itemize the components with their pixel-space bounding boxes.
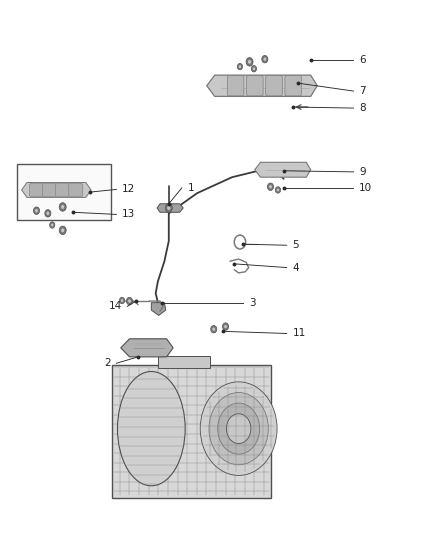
FancyBboxPatch shape (56, 183, 70, 196)
Circle shape (276, 187, 281, 193)
Circle shape (237, 63, 243, 70)
Circle shape (211, 326, 217, 333)
Text: 12: 12 (122, 184, 135, 195)
Polygon shape (207, 75, 317, 96)
Circle shape (59, 203, 66, 211)
Circle shape (61, 229, 64, 232)
Circle shape (51, 224, 53, 227)
Circle shape (253, 67, 255, 70)
Text: 11: 11 (292, 328, 306, 338)
Circle shape (262, 55, 268, 63)
Text: 10: 10 (359, 183, 372, 193)
Text: 7: 7 (359, 86, 366, 96)
Circle shape (224, 325, 227, 328)
Circle shape (61, 205, 64, 209)
Polygon shape (112, 365, 272, 498)
Circle shape (223, 323, 229, 330)
Text: 2: 2 (104, 358, 111, 368)
Polygon shape (121, 339, 173, 357)
Circle shape (35, 209, 38, 212)
Circle shape (127, 297, 133, 305)
Circle shape (226, 414, 251, 443)
Circle shape (165, 204, 172, 212)
Circle shape (251, 66, 257, 72)
Circle shape (49, 222, 55, 228)
Circle shape (200, 382, 277, 475)
FancyBboxPatch shape (247, 76, 263, 96)
FancyBboxPatch shape (227, 76, 244, 96)
Circle shape (277, 189, 279, 191)
Circle shape (212, 328, 215, 331)
Text: 13: 13 (122, 209, 135, 220)
Circle shape (239, 65, 241, 68)
Circle shape (121, 299, 123, 302)
FancyBboxPatch shape (69, 183, 83, 196)
Circle shape (268, 183, 274, 190)
FancyBboxPatch shape (17, 164, 111, 220)
Circle shape (209, 392, 268, 465)
Circle shape (264, 58, 266, 61)
Polygon shape (255, 163, 311, 177)
FancyBboxPatch shape (285, 76, 301, 96)
Circle shape (45, 209, 51, 217)
FancyBboxPatch shape (158, 356, 210, 368)
FancyBboxPatch shape (42, 183, 57, 196)
Text: 9: 9 (359, 167, 366, 177)
Circle shape (33, 207, 39, 214)
Text: 14: 14 (108, 301, 122, 311)
Text: 5: 5 (292, 240, 299, 250)
Polygon shape (21, 182, 91, 197)
Circle shape (167, 206, 170, 210)
FancyBboxPatch shape (266, 76, 283, 96)
Circle shape (218, 403, 260, 454)
Circle shape (269, 185, 272, 189)
Circle shape (248, 60, 251, 64)
Polygon shape (151, 303, 166, 316)
Text: 8: 8 (359, 103, 366, 113)
Polygon shape (157, 204, 183, 212)
Ellipse shape (117, 372, 185, 486)
Circle shape (128, 300, 131, 303)
Text: 4: 4 (292, 263, 299, 272)
Text: 3: 3 (249, 297, 255, 308)
FancyBboxPatch shape (29, 183, 43, 196)
Text: 6: 6 (359, 55, 366, 64)
Circle shape (59, 226, 66, 235)
Text: 1: 1 (187, 183, 194, 193)
Circle shape (46, 212, 49, 215)
Circle shape (246, 58, 253, 66)
Circle shape (120, 297, 125, 304)
